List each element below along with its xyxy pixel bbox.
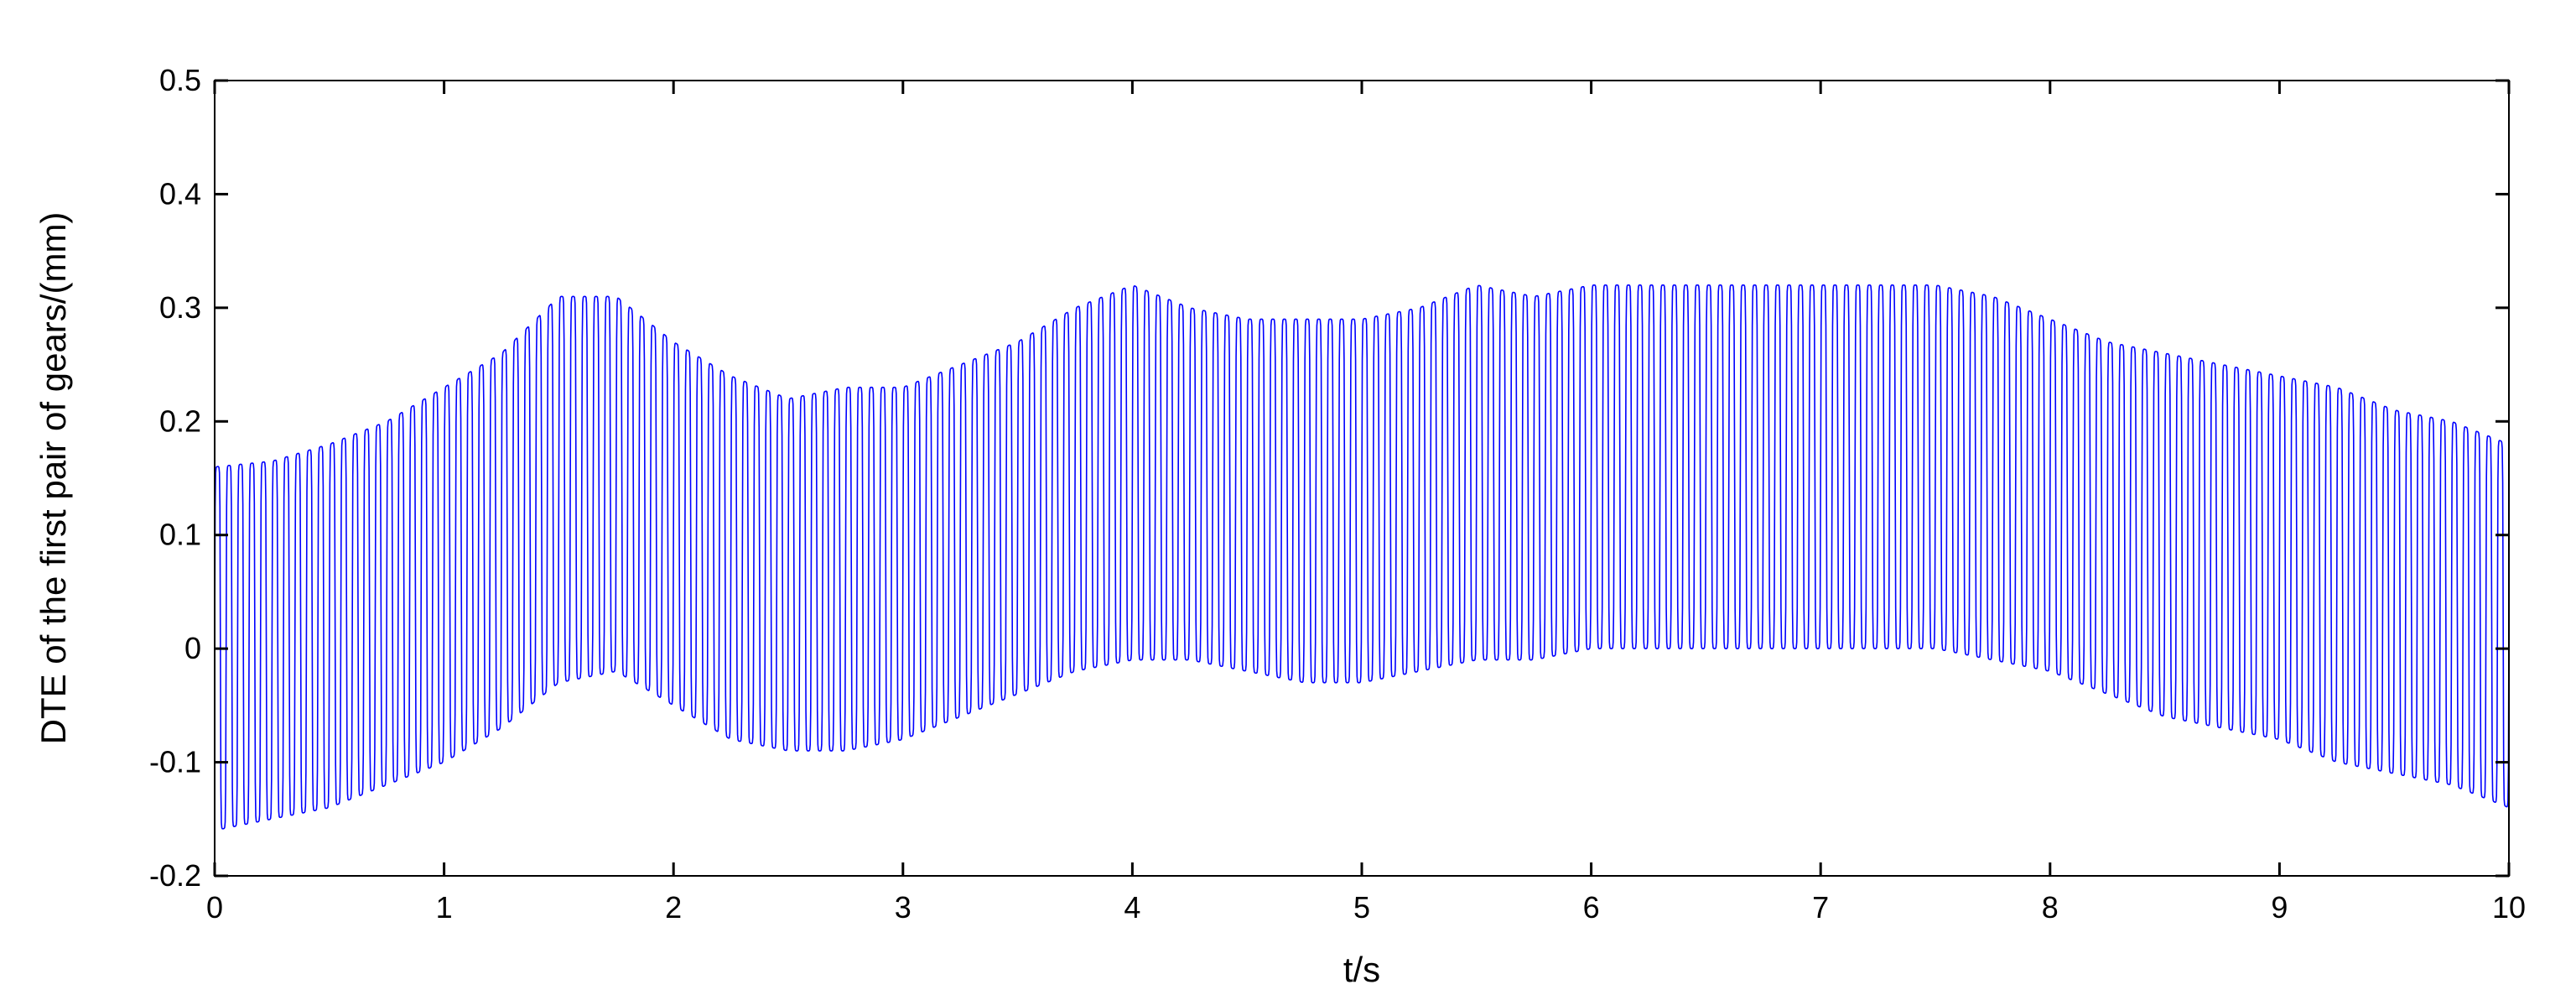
y-tick-label: 0.3	[159, 290, 201, 325]
x-tick-label: 1	[436, 890, 453, 925]
y-tick-label: 0.5	[159, 63, 201, 97]
signal-layer	[214, 284, 2510, 830]
x-tick-label: 8	[2042, 890, 2059, 925]
y-tick-label: -0.2	[149, 858, 201, 893]
y-axis-label: DTE of the first pair of gears/(mm)	[34, 212, 73, 745]
x-axis-label: t/s	[1343, 950, 1380, 989]
y-axis-ticks: -0.2 -0.1 0 0.1 0.2 0.3 0.4 0.5	[149, 63, 2509, 893]
y-tick-label: 0	[184, 631, 201, 665]
x-tick-label: 7	[1812, 890, 1829, 925]
y-tick-label: 0.4	[159, 176, 201, 211]
x-tick-label: 6	[1583, 890, 1600, 925]
y-tick-label: 0.1	[159, 518, 201, 552]
x-tick-label: 3	[895, 890, 911, 925]
x-tick-label: 0	[206, 890, 223, 925]
x-tick-label: 9	[2271, 890, 2288, 925]
y-tick-label: 0.2	[159, 404, 201, 438]
x-axis-ticks: 0 1 2 3 4 5 6 7 8 9 10	[206, 81, 2526, 925]
x-tick-label: 5	[1353, 890, 1370, 925]
x-tick-label: 10	[2492, 890, 2526, 925]
x-tick-label: 4	[1124, 890, 1140, 925]
dte-signal-line	[214, 284, 2510, 830]
y-tick-label: -0.1	[149, 745, 201, 779]
x-tick-label: 2	[665, 890, 682, 925]
